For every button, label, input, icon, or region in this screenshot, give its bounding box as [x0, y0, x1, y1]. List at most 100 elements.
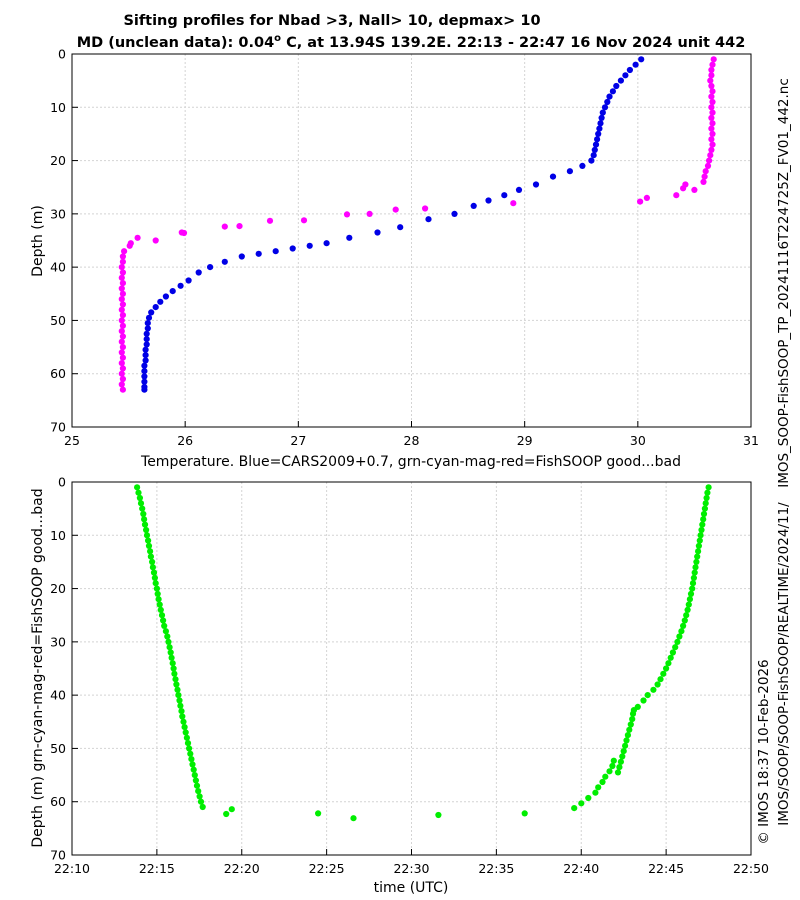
- top-magenta-point: [701, 173, 708, 180]
- top-y-tick-label: 50: [50, 313, 66, 328]
- top-y-tick-label: 10: [50, 100, 66, 115]
- top-magenta-point: [118, 360, 125, 367]
- bottom-green-point: [195, 788, 202, 795]
- top-blue-point: [346, 234, 353, 241]
- bottom-x-tick-label: 22:15: [139, 861, 175, 876]
- top-magenta-point: [178, 229, 185, 236]
- top-blue-point: [142, 357, 149, 364]
- top-blue-point: [598, 114, 605, 121]
- top-blue-point: [638, 56, 645, 63]
- bottom-green-point: [695, 542, 703, 550]
- bottom-green-point: [571, 805, 578, 812]
- bottom-green-point: [141, 521, 149, 528]
- top-magenta-point: [709, 109, 716, 116]
- bottom-green-point: [162, 628, 169, 635]
- top-blue-point: [162, 293, 169, 300]
- bottom-green-point: [174, 686, 181, 693]
- top-magenta-point: [708, 104, 715, 111]
- bottom-green-point: [695, 548, 702, 555]
- bottom-green-point: [315, 810, 322, 817]
- top-blue-point: [532, 181, 540, 188]
- top-magenta-point: [510, 200, 517, 207]
- bottom-green-point: [179, 713, 186, 720]
- top-magenta-point: [709, 130, 716, 137]
- top-magenta-point: [118, 285, 125, 292]
- top-blue-point: [141, 373, 148, 380]
- bottom-green-point: [674, 638, 681, 646]
- bottom-green-point: [169, 660, 176, 667]
- top-magenta-point: [119, 269, 126, 276]
- bottom-plot-ticks: 22:10 22:15 22:20 22:25 22:30 22:35 22:40 22:45…: [50, 475, 769, 877]
- top-blue-point: [599, 109, 606, 116]
- top-magenta-point: [709, 120, 716, 127]
- top-magenta-point: [637, 198, 644, 205]
- bottom-green-point: [223, 810, 230, 818]
- top-blue-point: [613, 82, 620, 90]
- bottom-green-point: [139, 505, 146, 512]
- top-blue-point: [141, 378, 148, 385]
- top-magenta-point: [708, 72, 715, 79]
- top-magenta-point: [680, 185, 687, 192]
- top-blue-point: [143, 330, 150, 337]
- bottom-green-point: [134, 484, 141, 491]
- bottom-green-point: [669, 649, 677, 656]
- bottom-green-point: [140, 510, 147, 518]
- top-magenta-point: [702, 168, 709, 175]
- bottom-green-point: [145, 542, 153, 550]
- top-magenta-point: [707, 77, 714, 84]
- top-blue-point: [397, 224, 404, 231]
- top-magenta-point: [119, 375, 126, 383]
- top-magenta-point: [708, 125, 715, 132]
- bottom-green-point: [634, 703, 641, 711]
- bottom-green-point: [350, 815, 357, 822]
- bottom-y-tick-label: 40: [50, 688, 66, 703]
- bottom-green-point: [190, 766, 197, 773]
- bottom-green-point: [622, 742, 629, 749]
- top-magenta-point: [422, 205, 429, 212]
- top-blue-point: [515, 186, 523, 193]
- bottom-green-point: [650, 686, 657, 693]
- bottom-green-point: [683, 612, 690, 619]
- bottom-green-point: [609, 762, 616, 770]
- file-name-note: IMOS_SOOP-FishSOOP_TP_20241116T224725Z_F…: [776, 78, 792, 488]
- bottom-green-point: [164, 633, 171, 640]
- top-blue-point: [606, 93, 613, 100]
- top-magenta-point: [700, 178, 707, 185]
- bottom-green-point: [700, 516, 707, 523]
- top-blue-point: [374, 229, 381, 236]
- bottom-green-point: [627, 721, 634, 728]
- bottom-green-point: [149, 558, 156, 566]
- top-magenta-point: [119, 386, 126, 393]
- top-magenta-point: [706, 157, 713, 164]
- top-magenta-point: [126, 242, 133, 249]
- bottom-green-point: [689, 580, 697, 587]
- bottom-green-point: [585, 794, 592, 802]
- bottom-green-point: [686, 596, 694, 603]
- bottom-green-point: [145, 537, 152, 544]
- bottom-green-point: [657, 676, 664, 683]
- bottom-green-point: [191, 772, 198, 779]
- bottom-green-point: [147, 553, 154, 560]
- top-blue-point: [470, 202, 477, 209]
- bottom-green-point: [228, 806, 235, 813]
- title-line-2-degree: o: [274, 33, 281, 44]
- bottom-green-point: [701, 505, 709, 512]
- top-magenta-point: [152, 237, 159, 244]
- bottom-green-point: [183, 734, 190, 741]
- bottom-green-point: [703, 494, 710, 502]
- bottom-green-point: [672, 644, 679, 651]
- top-y-tick-label: 60: [50, 366, 66, 381]
- bottom-y-tick-label: 30: [50, 634, 66, 649]
- top-magenta-point: [709, 141, 716, 148]
- top-magenta-point: [118, 274, 125, 281]
- top-blue-point: [485, 197, 492, 204]
- bottom-green-point: [177, 702, 184, 709]
- title-line-2-prefix: MD (unclean data): 0.04: [77, 35, 274, 51]
- top-blue-point: [141, 362, 148, 369]
- bottom-green-point: [697, 532, 704, 539]
- bottom-green-point: [176, 697, 183, 704]
- top-magenta-point: [643, 194, 651, 201]
- top-blue-point: [591, 146, 598, 153]
- bottom-plot-points: [134, 484, 712, 822]
- bottom-green-point: [135, 489, 142, 496]
